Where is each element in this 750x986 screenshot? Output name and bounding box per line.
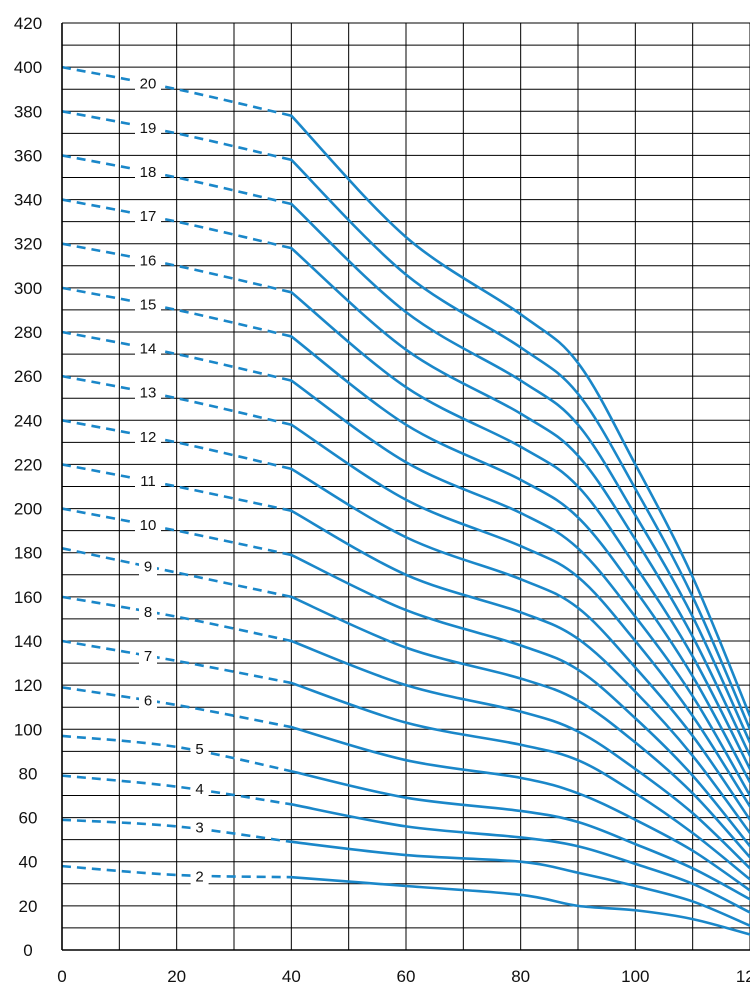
curve-14-solid <box>290 379 750 797</box>
y-tick-label: 40 <box>19 853 38 872</box>
curve-label-14: 14 <box>140 341 157 358</box>
y-tick-label: 400 <box>14 58 42 77</box>
curve-5-solid <box>290 769 750 901</box>
curve-label-9: 9 <box>144 559 152 576</box>
y-tick-label: 380 <box>14 102 42 121</box>
curve-label-background <box>135 207 161 226</box>
curve-19-solid <box>290 158 750 731</box>
curve-label-7: 7 <box>144 648 152 665</box>
curve-2-dashed <box>61 864 292 879</box>
curve-label-background <box>139 557 157 576</box>
x-tick-label: 60 <box>397 967 416 986</box>
x-tick-label: 0 <box>57 967 66 986</box>
curve-label-6: 6 <box>144 693 152 710</box>
y-tick-label: 180 <box>14 544 42 563</box>
curve-label-background <box>139 691 157 710</box>
curve-label-background <box>135 74 161 93</box>
y-tick-label: 200 <box>14 500 42 519</box>
curve-label-background <box>135 427 161 446</box>
x-tick-label: 80 <box>511 967 530 986</box>
curve-label-3: 3 <box>195 820 203 837</box>
y-tick-label: 240 <box>14 411 42 430</box>
y-tick-label: 100 <box>14 720 42 739</box>
y-tick-label: 280 <box>14 323 42 342</box>
y-tick-label: 120 <box>14 676 42 695</box>
curves <box>61 65 750 936</box>
curve-label-background <box>190 779 209 798</box>
curve-3-dashed <box>61 818 292 844</box>
curve-labels: 2 3 4 5 6 7 8 9 10 11 12 13 14 15 16 17 18 19 20 <box>135 74 209 886</box>
curve-3-solid <box>290 840 750 928</box>
curve-label-16: 16 <box>140 252 157 269</box>
y-tick-label: 340 <box>14 191 42 210</box>
y-tick-label: 160 <box>14 588 42 607</box>
curve-18-solid <box>290 202 750 744</box>
curve-label-background <box>135 295 161 314</box>
curve-label-2: 2 <box>195 869 203 886</box>
curve-6-solid <box>290 725 750 892</box>
curve-label-background <box>139 646 157 665</box>
curve-label-background <box>135 471 161 490</box>
curve-label-background <box>135 162 161 181</box>
curve-15-solid <box>290 335 750 784</box>
curve-label-20: 20 <box>140 76 157 93</box>
curve-label-background <box>135 251 161 270</box>
curve-label-10: 10 <box>140 517 157 534</box>
y-tick-label: 0 <box>23 941 32 960</box>
y-tick-label: 360 <box>14 146 42 165</box>
curve-12-solid <box>290 467 750 822</box>
curve-2-solid <box>290 875 750 936</box>
curve-label-5: 5 <box>195 741 203 758</box>
axes: 0204060801001201401601802002202402602803… <box>14 14 750 986</box>
curve-label-background <box>190 818 209 837</box>
curve-17-solid <box>290 246 750 758</box>
curve-label-11: 11 <box>140 473 156 490</box>
curve-13-solid <box>290 423 750 808</box>
curve-16-solid <box>290 290 750 771</box>
curve-20-solid <box>290 114 750 718</box>
y-tick-label: 220 <box>14 455 42 474</box>
curve-label-background <box>135 516 161 535</box>
x-tick-label: 100 <box>621 967 649 986</box>
curve-label-18: 18 <box>140 164 157 181</box>
curve-4-solid <box>290 803 750 914</box>
curve-label-17: 17 <box>140 208 157 225</box>
curve-label-13: 13 <box>140 385 157 402</box>
y-tick-label: 20 <box>19 897 38 916</box>
y-tick-label: 320 <box>14 235 42 254</box>
x-tick-label: 40 <box>282 967 301 986</box>
curve-9-solid <box>290 595 750 859</box>
curve-8-solid <box>290 639 750 870</box>
y-tick-label: 80 <box>19 764 38 783</box>
x-tick-label: 20 <box>167 967 186 986</box>
y-tick-label: 260 <box>14 367 42 386</box>
curve-11-solid <box>290 509 750 835</box>
curve-label-12: 12 <box>140 429 157 446</box>
curve-label-background <box>139 602 157 621</box>
x-tick-label: 120 <box>736 967 750 986</box>
curve-label-background <box>190 740 209 759</box>
y-tick-label: 300 <box>14 279 42 298</box>
curve-7-solid <box>290 681 750 881</box>
y-tick-label: 60 <box>19 809 38 828</box>
curve-label-background <box>135 118 161 137</box>
curve-label-4: 4 <box>195 781 203 798</box>
curve-label-8: 8 <box>144 604 152 621</box>
curve-label-background <box>190 867 209 886</box>
curve-10-solid <box>290 553 750 848</box>
curve-label-background <box>135 339 161 358</box>
y-tick-label: 420 <box>14 14 42 33</box>
curve-label-19: 19 <box>140 120 157 137</box>
y-tick-label: 140 <box>14 632 42 651</box>
curve-label-background <box>135 383 161 402</box>
curve-label-15: 15 <box>140 296 157 313</box>
